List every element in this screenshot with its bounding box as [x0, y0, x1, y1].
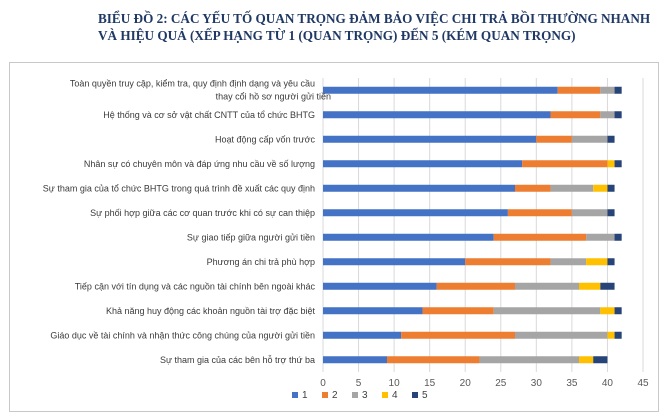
bar-segment [586, 233, 615, 241]
bar-segment [557, 86, 601, 94]
bar-segment [600, 307, 615, 315]
x-tick-label: 10 [389, 378, 401, 389]
legend-label: 5 [422, 390, 428, 401]
x-tick-label: 15 [424, 378, 436, 389]
gridlines [322, 78, 644, 372]
bar-segment [607, 258, 615, 266]
legend-label: 4 [392, 390, 398, 401]
bar-segment [323, 135, 537, 143]
bar-segment [550, 258, 587, 266]
legend-swatch [412, 392, 418, 398]
category-label: Khả năng huy động các khoản nguồn tài tr… [106, 306, 316, 316]
category-label: Phương án chi trả phù hợp [207, 257, 315, 267]
bar-segment [387, 356, 480, 364]
bar-segment [536, 135, 572, 143]
bar-segment [600, 111, 615, 119]
bar-segment [614, 86, 622, 94]
category-label: Hệ thống và cơ sở vật chất CNTT của tổ c… [103, 110, 315, 120]
bar-segment [607, 209, 615, 217]
bar-segment [586, 258, 608, 266]
bar-segment [607, 135, 615, 143]
bar-segment [323, 258, 466, 266]
bar-segment [614, 160, 622, 168]
bar-segment [515, 282, 579, 290]
chart-frame [9, 62, 659, 412]
bar-segment [522, 160, 608, 168]
x-tick-label: 25 [495, 378, 507, 389]
bar-segment [515, 331, 608, 339]
category-label: Tiếp cận với tín dụng và các nguồn tài c… [75, 281, 316, 291]
category-label: Sự tham gia của các bên hỗ trợ thứ ba [160, 355, 315, 365]
bar-segment [323, 86, 558, 94]
bar-segment [607, 331, 615, 339]
legend-swatch [322, 392, 328, 398]
bar-segment [493, 307, 601, 315]
bar-segment [323, 160, 523, 168]
bar-segment [607, 184, 615, 192]
bar-segment [323, 331, 402, 339]
bar-segment [323, 209, 508, 217]
chart-title: BIỂU ĐỒ 2: CÁC YẾU TỐ QUAN TRỌNG ĐẢM BẢO… [98, 11, 651, 43]
x-tick-label: 45 [637, 378, 649, 389]
bar-segment [323, 233, 494, 241]
bar-series [323, 86, 622, 364]
bar-segment [323, 282, 437, 290]
legend-label: 1 [302, 390, 308, 401]
x-tick-label: 30 [531, 378, 543, 389]
legend: 1 2 3 4 5 [292, 390, 428, 401]
bar-segment [323, 111, 551, 119]
bar-segment [323, 184, 515, 192]
x-tick-label: 0 [320, 378, 326, 389]
x-tick-label: 20 [460, 378, 472, 389]
legend-label: 3 [362, 390, 368, 401]
bar-segment [571, 209, 608, 217]
bar-segment [515, 184, 551, 192]
category-label: Hoạt động cấp vốn trước [215, 134, 315, 144]
legend-swatch [292, 392, 298, 398]
bar-segment [479, 356, 579, 364]
category-label: Giáo dục về tài chính và nhận thức công … [50, 330, 315, 340]
category-label: Sự phối hợp giữa các cơ quan trước khi c… [90, 208, 315, 218]
category-label: Sự giao tiếp giữa người gửi tiền [187, 232, 315, 242]
category-labels: Toàn quyền truy cập, kiểm tra, quy định … [43, 78, 331, 365]
bar-segment [593, 184, 608, 192]
bar-segment [465, 258, 551, 266]
legend-swatch [352, 392, 358, 398]
bar-segment [579, 282, 601, 290]
x-axis-ticks: 0 5 10 15 20 25 30 35 40 45 [320, 378, 649, 389]
bar-segment [507, 209, 572, 217]
category-label: Toàn quyền truy cập, kiểm tra, quy định … [70, 78, 331, 101]
bar-segment [323, 356, 387, 364]
bar-segment [493, 233, 587, 241]
bar-segment [571, 135, 608, 143]
legend-label: 2 [332, 390, 338, 401]
x-tick-label: 35 [566, 378, 578, 389]
x-tick-label: 40 [602, 378, 614, 389]
bar-segment [550, 184, 594, 192]
bar-segment [614, 331, 622, 339]
bar-segment [614, 307, 622, 315]
bar-segment [401, 331, 515, 339]
bar-segment [614, 233, 622, 241]
legend-swatch [382, 392, 388, 398]
bar-segment [323, 307, 423, 315]
bar-segment [422, 307, 494, 315]
bar-segment [436, 282, 515, 290]
bar-segment [600, 86, 615, 94]
bar-segment [600, 282, 615, 290]
bar-segment [614, 111, 622, 119]
bar-segment [579, 356, 594, 364]
x-tick-label: 5 [356, 378, 362, 389]
bar-segment [607, 160, 615, 168]
bar-segment [550, 111, 601, 119]
bar-segment [593, 356, 608, 364]
category-label: Sự tham gia của tổ chức BHTG trong quá t… [43, 183, 315, 193]
category-label: Nhân sự có chuyên môn và đáp ứng nhu cầu… [84, 159, 315, 169]
